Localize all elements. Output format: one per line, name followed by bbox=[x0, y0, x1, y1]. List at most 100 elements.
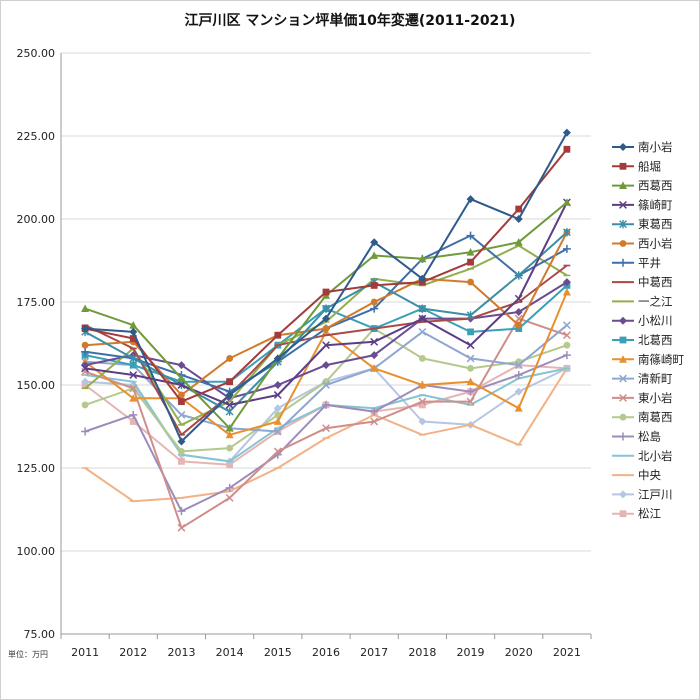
data-point bbox=[370, 417, 379, 426]
y-tick-label: 200.00 bbox=[17, 213, 56, 226]
data-point bbox=[562, 278, 571, 287]
legend-label: 南葛西 bbox=[638, 410, 673, 424]
legend-item: 南篠崎町 bbox=[612, 352, 684, 366]
data-point bbox=[418, 397, 427, 406]
data-point bbox=[466, 231, 475, 240]
legend: 南小岩船堀西葛西篠崎町東葛西西小岩平井中葛西一之江小松川北葛西南篠崎町清新町東小… bbox=[612, 140, 684, 521]
data-point bbox=[418, 304, 427, 313]
legend-swatch-marker bbox=[619, 316, 627, 325]
legend-item: 松島 bbox=[612, 430, 661, 444]
x-tick-label: 2019 bbox=[457, 646, 485, 659]
legend-label: 北葛西 bbox=[638, 333, 673, 347]
series-1 bbox=[81, 128, 571, 446]
legend-item: 平井 bbox=[612, 256, 661, 270]
data-point bbox=[129, 327, 138, 336]
data-point bbox=[562, 331, 571, 340]
data-point bbox=[370, 407, 379, 416]
data-point bbox=[322, 325, 330, 332]
legend-label: 松島 bbox=[638, 430, 661, 444]
legend-item: 一之江 bbox=[612, 294, 673, 308]
legend-swatch-marker bbox=[619, 336, 627, 344]
data-point bbox=[322, 314, 330, 323]
data-point bbox=[225, 493, 234, 502]
legend-swatch-marker bbox=[619, 143, 627, 151]
data-point bbox=[273, 417, 282, 425]
data-point bbox=[81, 377, 90, 386]
x-tick-label: 2018 bbox=[408, 646, 436, 659]
data-point bbox=[514, 294, 523, 303]
x-tick-label: 2013 bbox=[167, 646, 195, 659]
data-point bbox=[370, 298, 378, 306]
legend-item: 清新町 bbox=[612, 372, 673, 386]
data-point bbox=[466, 341, 475, 350]
data-point bbox=[467, 328, 474, 336]
legend-label: 清新町 bbox=[638, 372, 673, 386]
legend-item: 南小岩 bbox=[612, 140, 673, 154]
data-point bbox=[515, 205, 523, 213]
data-point bbox=[273, 391, 282, 399]
data-point bbox=[177, 410, 186, 419]
data-point bbox=[562, 128, 571, 137]
data-point bbox=[514, 271, 523, 280]
legend-item: 西小岩 bbox=[612, 237, 673, 251]
legend-item: 中央 bbox=[612, 468, 661, 482]
data-point bbox=[370, 364, 379, 372]
legend-item: 中葛西 bbox=[612, 275, 673, 289]
data-point bbox=[129, 321, 138, 329]
data-point bbox=[562, 351, 571, 360]
data-point bbox=[322, 424, 330, 433]
data-point bbox=[514, 371, 523, 380]
data-point bbox=[514, 387, 523, 396]
legend-swatch-marker bbox=[619, 162, 627, 170]
data-point bbox=[418, 355, 426, 362]
data-point bbox=[274, 331, 282, 339]
data-point bbox=[418, 314, 427, 323]
data-point bbox=[178, 398, 185, 405]
y-tick-label: 250.00 bbox=[17, 47, 56, 60]
data-point bbox=[418, 401, 426, 409]
data-point bbox=[418, 254, 427, 263]
data-point bbox=[322, 304, 330, 313]
legend-swatch-marker bbox=[619, 220, 627, 229]
data-point bbox=[225, 483, 234, 492]
legend-item: 南葛西 bbox=[612, 410, 673, 424]
legend-label: 北小岩 bbox=[638, 449, 673, 463]
series-14 bbox=[81, 314, 571, 532]
data-point bbox=[322, 400, 330, 409]
data-point bbox=[514, 215, 523, 223]
legend-label: 南篠崎町 bbox=[638, 352, 684, 366]
x-tick-label: 2021 bbox=[553, 646, 581, 659]
data-point bbox=[177, 523, 186, 532]
x-tick-label: 2020 bbox=[505, 646, 533, 659]
legend-item: 北小岩 bbox=[612, 449, 673, 463]
y-tick-label: 150.00 bbox=[17, 379, 56, 392]
data-point bbox=[563, 145, 571, 153]
legend-swatch-marker bbox=[619, 432, 627, 441]
legend-label: 篠崎町 bbox=[638, 198, 673, 212]
data-point bbox=[177, 374, 186, 382]
data-point bbox=[81, 324, 90, 333]
data-point bbox=[177, 507, 186, 516]
data-point bbox=[370, 282, 378, 289]
chart-title: 江戸川区 マンション坪単価10年変遷(2011-2021) bbox=[185, 12, 516, 29]
legend-item: 東小岩 bbox=[612, 391, 673, 405]
data-point bbox=[467, 278, 474, 286]
data-point bbox=[514, 307, 523, 316]
y-tick-label: 225.00 bbox=[17, 130, 56, 143]
data-point bbox=[273, 447, 282, 456]
data-point bbox=[226, 355, 234, 362]
data-point bbox=[129, 394, 138, 402]
data-point bbox=[562, 244, 571, 253]
x-tick-label: 2011 bbox=[71, 646, 99, 659]
data-point bbox=[322, 361, 330, 370]
series-area bbox=[81, 128, 571, 532]
data-point bbox=[466, 377, 475, 386]
data-point bbox=[177, 437, 186, 446]
data-point bbox=[177, 381, 186, 389]
data-point bbox=[178, 391, 185, 399]
data-point bbox=[225, 430, 234, 439]
legend-label: 西小岩 bbox=[638, 237, 673, 251]
data-point bbox=[370, 238, 379, 247]
legend-swatch-marker bbox=[619, 200, 627, 209]
legend-swatch-marker bbox=[619, 393, 627, 402]
